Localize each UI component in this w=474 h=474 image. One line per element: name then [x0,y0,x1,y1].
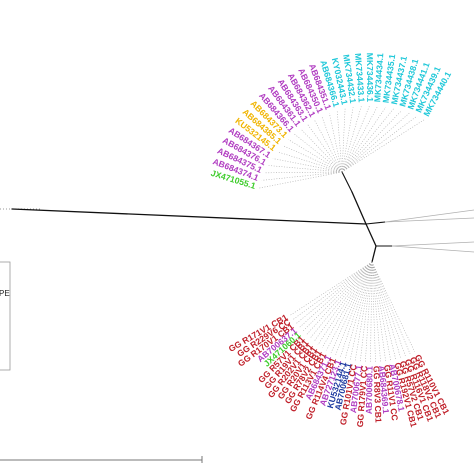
leaf-label: MK734434.1 [372,53,385,103]
leaf-guide [371,261,411,355]
leaf-guide [341,106,386,173]
leaf-guide [341,108,346,173]
leaf-guide [321,116,343,173]
leaf-guide [341,119,425,173]
leaf-guide [336,110,343,173]
leaf-guide [341,106,362,173]
upper-clade-guides [259,105,425,189]
leaf-guide [282,145,343,173]
legend-box [0,261,11,371]
leaf-guide [371,261,386,362]
leaf-guide [294,133,343,173]
leaf-guide [277,151,343,173]
leaf-label: AB700680.1 [364,366,375,415]
upper-clade-labels: JX471055.1AB684374.1AB684375.1AB684376.1… [210,53,454,191]
leaf-guide [314,119,343,173]
leaf-guide [295,261,373,324]
leaf-guide [341,112,410,173]
leaf-guide [309,261,373,339]
leaf-guide [272,158,343,173]
leaf-guide [293,261,373,320]
leaf-guide [317,261,373,346]
leaf-guide [330,261,373,353]
leaf-guide [340,261,373,357]
leaf-guide [341,108,395,173]
tree-branches [11,171,393,263]
leaf-guide [302,261,373,332]
leaf-guide [371,261,396,360]
leaf-guide [341,105,370,173]
leaf-guide [371,261,376,362]
leaf-guide [305,261,373,336]
legend-text: PE [0,289,10,298]
leaf-guide [268,165,343,173]
leaf-guide [261,171,343,181]
leaf-guide [371,261,391,361]
leaf-guide [371,261,381,362]
leaf-guide [313,261,373,342]
branch-upper [351,191,367,225]
leaf-guide [341,106,378,173]
leaf-guide [326,261,373,351]
leaf-guide [370,261,373,362]
leaf-label: MK734433.1 [353,53,367,103]
leaf-guide [371,261,406,356]
branch-upper-b [341,171,353,193]
leaf-guide [335,261,373,355]
leaf-guide [341,115,418,173]
leaf-label: AB684369.1 [377,365,391,414]
branch-trunk [11,208,367,225]
leaf-guide [354,261,373,361]
leaf-guide [259,171,343,189]
leaf-guide [288,139,343,173]
leaf-guide [349,261,373,360]
leaf-guide [290,261,373,316]
leaf-label: GG R8V3 CB1 [371,366,383,423]
leaf-label: GG R179V1 CC [355,365,369,427]
tree-right-guides [384,209,474,253]
leaf-label: MK734436.1 [365,53,375,102]
leaf-guide [365,261,373,362]
leaf-guide [341,107,354,173]
leaf-guide [321,261,373,348]
leaf-guide [307,124,343,173]
leaf-guide [329,113,343,173]
leaf-guide [345,261,373,359]
leaf-guide [371,261,401,358]
branch-side [365,221,386,225]
branch-lower-b [371,245,377,263]
leaf-guide [359,261,373,362]
leaf-guide [264,171,343,174]
lower-clade-guides [290,261,415,362]
leaf-guide [300,128,343,173]
leaf-guide [299,261,373,328]
leaf-guide [371,261,415,352]
branch-lower [365,223,377,247]
